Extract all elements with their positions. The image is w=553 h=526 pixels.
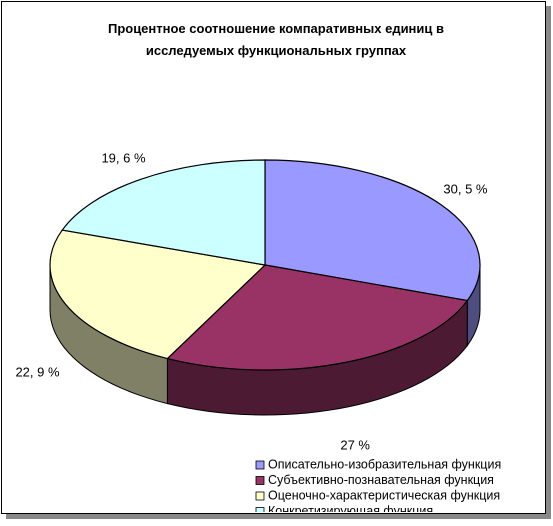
slice bbox=[49, 229, 267, 360]
legend-label: Конкретизирующая функция bbox=[268, 504, 433, 518]
legend-label: Оценочно-характеристическая функция bbox=[268, 488, 500, 502]
legend-swatch bbox=[255, 507, 265, 512]
slice-tops bbox=[49, 159, 481, 371]
data-label: 22, 9 % bbox=[15, 365, 60, 380]
slice bbox=[61, 159, 266, 266]
slice bbox=[264, 159, 481, 302]
legend-swatch bbox=[255, 460, 265, 470]
legend: Описательно-изобразительная функция Субъе… bbox=[255, 457, 501, 518]
chart-title: Процентное соотношение компаративных еди… bbox=[108, 21, 444, 58]
data-label: 30, 5 % bbox=[443, 182, 488, 197]
data-label: 19, 6 % bbox=[101, 150, 146, 165]
legend-swatch bbox=[255, 476, 265, 485]
legend-swatch bbox=[255, 491, 265, 501]
legend-label: Субъективно-познавательная функция bbox=[268, 473, 494, 487]
legend-label: Описательно-изобразительная функция bbox=[268, 457, 501, 471]
data-label: 27 % bbox=[340, 437, 370, 452]
slice bbox=[166, 264, 469, 371]
